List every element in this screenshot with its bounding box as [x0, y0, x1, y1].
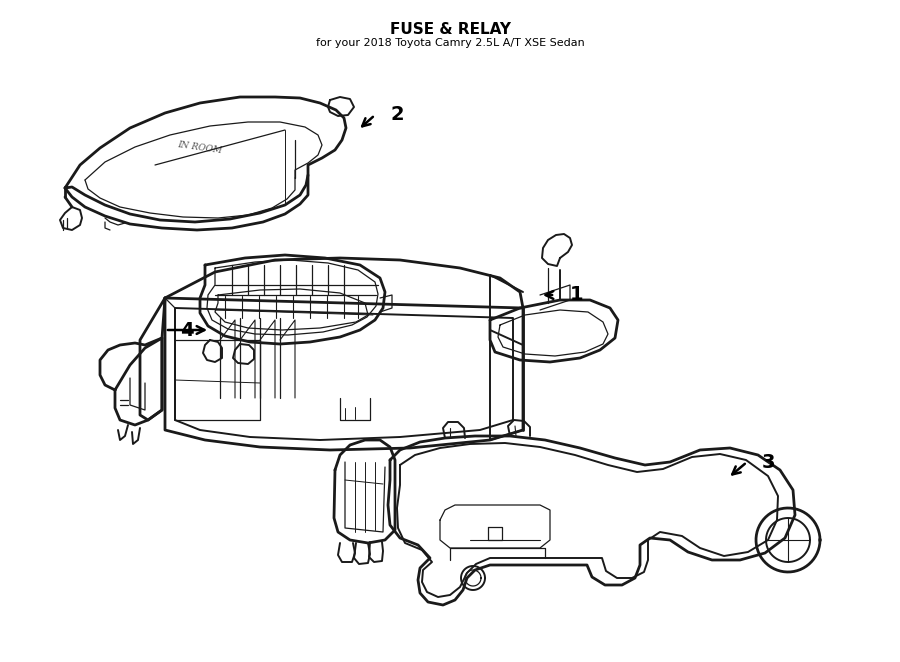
Text: 1: 1 — [570, 285, 583, 305]
Text: FUSE & RELAY: FUSE & RELAY — [390, 22, 510, 37]
Text: 4: 4 — [180, 320, 194, 340]
Text: 2: 2 — [390, 105, 403, 124]
Text: 3: 3 — [762, 453, 776, 471]
Text: IN ROOM: IN ROOM — [177, 140, 223, 156]
Text: for your 2018 Toyota Camry 2.5L A/T XSE Sedan: for your 2018 Toyota Camry 2.5L A/T XSE … — [316, 38, 584, 48]
